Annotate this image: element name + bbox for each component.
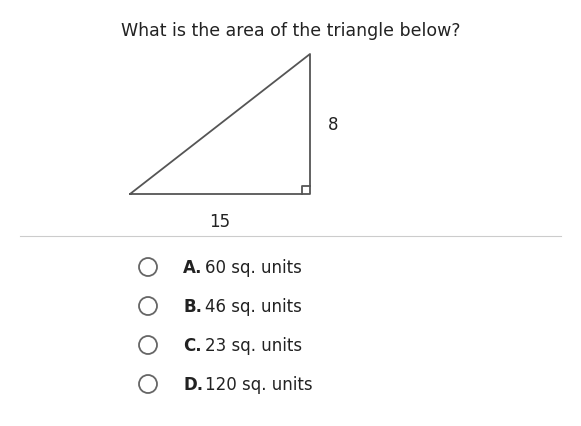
Circle shape: [139, 375, 157, 393]
Text: 23 sq. units: 23 sq. units: [205, 336, 302, 354]
Text: 15: 15: [209, 213, 231, 230]
Text: D.: D.: [183, 375, 203, 393]
Text: What is the area of the triangle below?: What is the area of the triangle below?: [121, 22, 460, 40]
Text: C.: C.: [183, 336, 202, 354]
Circle shape: [139, 297, 157, 315]
Text: 46 sq. units: 46 sq. units: [205, 297, 302, 315]
Circle shape: [139, 259, 157, 276]
Circle shape: [139, 336, 157, 354]
Text: A.: A.: [183, 259, 203, 276]
Text: 8: 8: [328, 116, 339, 134]
Text: B.: B.: [183, 297, 202, 315]
Text: 120 sq. units: 120 sq. units: [205, 375, 313, 393]
Text: 60 sq. units: 60 sq. units: [205, 259, 302, 276]
